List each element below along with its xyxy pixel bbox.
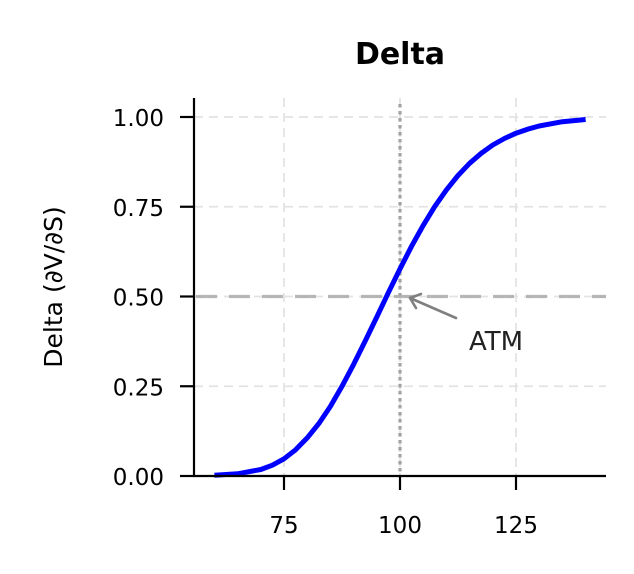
y-tick-label: 1.00 xyxy=(113,106,164,132)
x-tick-label: 100 xyxy=(378,513,422,539)
annotation-arrow-icon xyxy=(408,292,458,320)
x-ticks: 75 100 125 xyxy=(269,476,538,539)
y-tick-label: 0.50 xyxy=(113,286,164,312)
y-tick-label: 0.75 xyxy=(113,196,164,222)
annotation-label-atm: ATM xyxy=(469,327,523,357)
x-tick-label: 125 xyxy=(494,513,538,539)
reference-lines xyxy=(196,104,606,476)
y-tick-label: 0.00 xyxy=(113,465,164,491)
y-tick-label: 0.25 xyxy=(113,375,164,401)
delta-curve xyxy=(214,117,586,478)
atm-annotation: ATM xyxy=(408,292,523,357)
y-ticks: 0.00 0.25 0.50 0.75 1.00 xyxy=(113,106,194,491)
chart-title: Delta xyxy=(355,37,445,72)
x-tick-label: 75 xyxy=(269,513,298,539)
y-axis-label: Delta (∂V/∂S) xyxy=(39,206,68,367)
